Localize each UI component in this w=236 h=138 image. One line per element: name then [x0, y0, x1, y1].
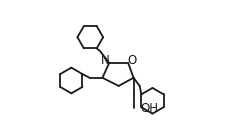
Text: N: N — [101, 54, 110, 67]
Text: OH: OH — [140, 102, 158, 115]
Text: O: O — [127, 54, 136, 67]
